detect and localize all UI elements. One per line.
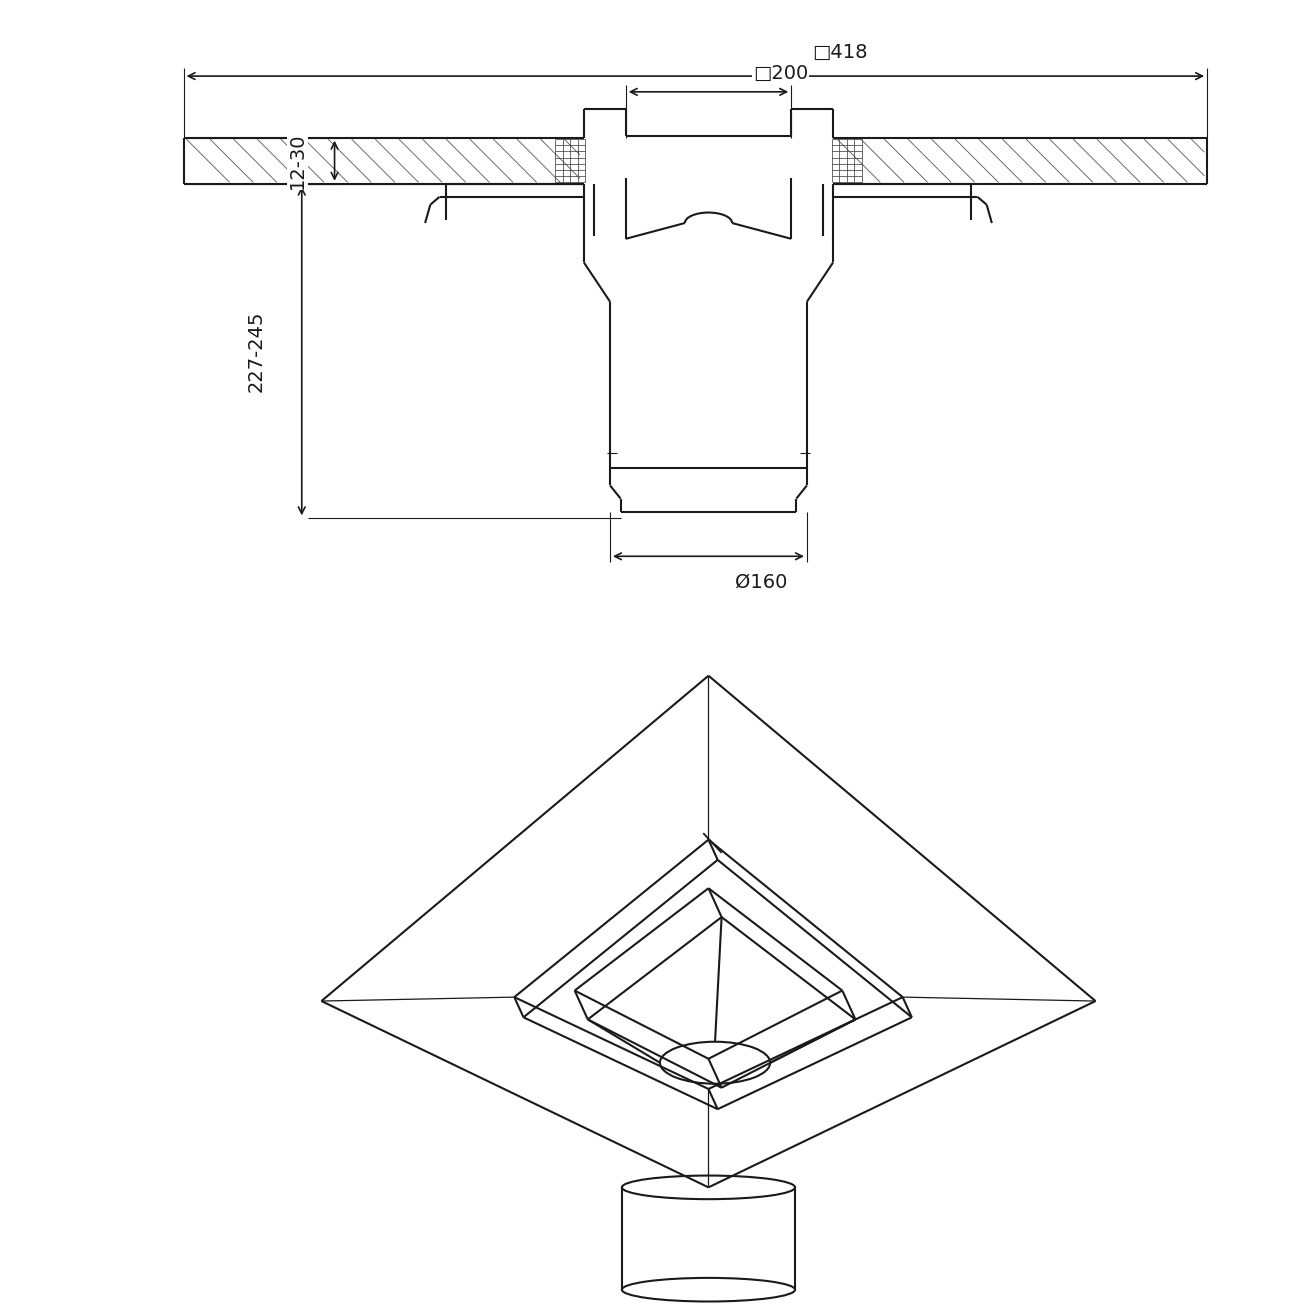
Text: 227-245: 227-245 <box>247 310 265 392</box>
Text: □200: □200 <box>753 64 808 83</box>
Text: 12-30: 12-30 <box>289 133 307 189</box>
Text: Ø160: Ø160 <box>735 573 787 592</box>
Text: □418: □418 <box>812 43 867 62</box>
